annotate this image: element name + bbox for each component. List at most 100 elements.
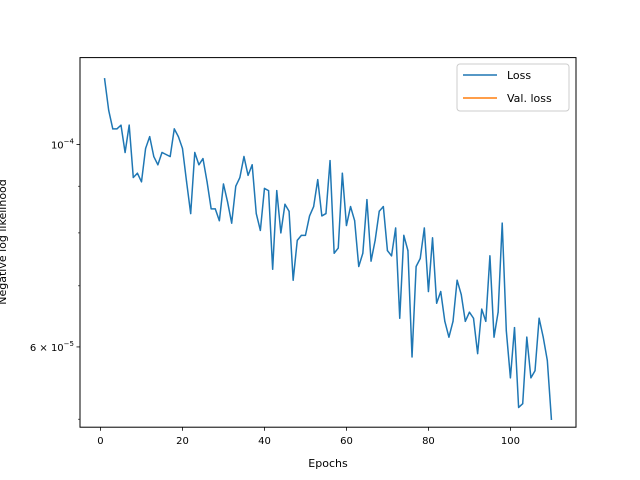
data-point (403, 234, 405, 236)
data-point (472, 317, 475, 319)
data-point (267, 190, 270, 192)
y-tick-label: 6 × 10−5 (30, 340, 74, 354)
x-axis-label: Epochs (308, 457, 348, 470)
data-point (399, 317, 401, 319)
data-point (185, 181, 188, 183)
data-point (140, 181, 143, 183)
series-line-0 (103, 78, 553, 420)
axes-frame (79, 57, 577, 428)
y-tick-label: 10−4 (51, 137, 75, 151)
data-point (177, 136, 179, 138)
data-point (235, 185, 237, 187)
data-point (149, 136, 151, 138)
data-point (460, 293, 462, 296)
data-point (390, 255, 393, 257)
data-point (485, 320, 487, 322)
plot-area (103, 78, 553, 420)
data-point (448, 336, 450, 338)
data-point (325, 212, 327, 215)
data-point (144, 147, 147, 150)
data-point (378, 210, 380, 212)
data-point (341, 172, 343, 174)
data-point (272, 268, 274, 270)
data-point (374, 239, 376, 242)
data-point (214, 208, 216, 210)
data-point (308, 215, 311, 217)
data-point (497, 311, 499, 313)
data-point (477, 352, 479, 355)
data-point (518, 406, 520, 409)
data-point (161, 151, 163, 154)
data-point (345, 224, 348, 227)
data-point (288, 210, 290, 212)
data-point (247, 174, 249, 176)
data-point (522, 403, 524, 405)
data-point (255, 212, 257, 215)
data-point (538, 317, 540, 319)
data-point (112, 128, 114, 130)
data-point (509, 377, 512, 379)
data-point (370, 260, 372, 262)
data-point (444, 320, 446, 322)
data-point (366, 199, 368, 201)
y-axis-label: Negative log likelihood (0, 179, 9, 305)
data-point (206, 181, 208, 183)
data-point (128, 124, 130, 126)
data-point (534, 370, 536, 372)
data-point (349, 205, 352, 208)
x-tick-label: 40 (258, 436, 271, 447)
data-point (550, 418, 553, 420)
data-point (296, 239, 298, 242)
data-point (546, 359, 548, 361)
data-point (153, 155, 155, 158)
data-point (501, 222, 503, 224)
data-point (382, 205, 384, 208)
data-point (415, 265, 417, 268)
data-point (464, 320, 466, 322)
data-point (173, 128, 175, 130)
data-point (124, 151, 126, 154)
data-point (157, 164, 159, 166)
data-point (259, 229, 261, 232)
data-point (239, 176, 241, 179)
data-point (358, 265, 360, 268)
data-point (317, 179, 319, 181)
x-tick-label: 100 (501, 436, 520, 447)
y-tick-mantissa: 6 × 10 (30, 343, 64, 354)
data-point (231, 222, 233, 224)
data-point (313, 205, 315, 208)
data-point (292, 279, 294, 281)
data-point (136, 172, 138, 174)
data-point (190, 212, 192, 215)
data-point (530, 377, 532, 379)
data-point (411, 356, 413, 358)
data-point (132, 176, 134, 179)
data-point (194, 151, 196, 154)
data-point (321, 215, 323, 217)
data-point (218, 220, 220, 222)
data-point (452, 320, 454, 322)
data-point (489, 255, 491, 257)
x-tick-label: 0 (97, 436, 103, 447)
data-point (116, 128, 118, 130)
data-point (333, 252, 335, 254)
data-point (493, 336, 495, 338)
data-point (304, 234, 307, 236)
data-point (468, 311, 471, 313)
data-point (300, 234, 302, 236)
data-point (169, 155, 171, 158)
data-point (165, 153, 167, 156)
data-point (505, 330, 507, 332)
data-point (202, 157, 204, 160)
data-point (263, 187, 266, 190)
y-tick-mantissa: 10 (51, 140, 64, 151)
data-point (280, 232, 282, 234)
y-tick-exponent: −5 (64, 340, 74, 348)
data-point (354, 220, 356, 222)
data-point (386, 250, 389, 252)
data-point (513, 326, 516, 329)
x-tick-label: 80 (422, 436, 435, 447)
data-point (108, 109, 110, 111)
data-point (407, 250, 409, 252)
